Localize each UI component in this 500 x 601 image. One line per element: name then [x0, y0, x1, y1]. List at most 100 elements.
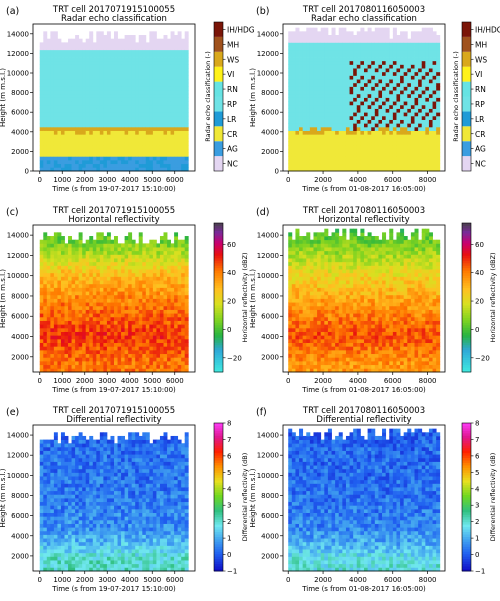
- heatmap-cell: [53, 294, 58, 299]
- heatmap-cell: [124, 250, 129, 255]
- heatmap-cell: [89, 313, 94, 318]
- heatmap-cell: [60, 276, 65, 281]
- heatmap-cell: [39, 265, 44, 270]
- heatmap-cell: [85, 152, 90, 157]
- heatmap-cell: [78, 327, 83, 332]
- heatmap-cell: [364, 71, 369, 76]
- heatmap-cell: [181, 294, 186, 299]
- heatmap-cell: [117, 331, 122, 336]
- heatmap-cell: [410, 112, 415, 117]
- heatmap-cell: [78, 137, 83, 143]
- heatmap-cell: [428, 141, 433, 146]
- heatmap-cell: [364, 46, 369, 51]
- heatmap-cell: [436, 167, 441, 172]
- heatmap-cell: [184, 134, 189, 139]
- heatmap-cell: [174, 49, 179, 54]
- heatmap-cell: [89, 53, 94, 58]
- heatmap-cell: [421, 167, 426, 172]
- heatmap-cell: [400, 35, 405, 40]
- heatmap-cell: [306, 75, 311, 80]
- heatmap-cell: [400, 49, 405, 54]
- heatmap-cell: [149, 313, 154, 318]
- heatmap-cell: [138, 309, 143, 314]
- heatmap-cell: [152, 38, 157, 43]
- heatmap-cell: [317, 79, 322, 84]
- heatmap-cell: [306, 115, 311, 120]
- heatmap-cell: [167, 90, 171, 95]
- heatmap-cell: [184, 309, 189, 314]
- heatmap-cell: [103, 342, 108, 347]
- heatmap-cell: [295, 134, 300, 139]
- heatmap-cell: [288, 294, 293, 299]
- heatmap-cell: [152, 90, 157, 95]
- heatmap-cell: [68, 42, 72, 47]
- heatmap-cell: [327, 38, 332, 43]
- heatmap-cell: [60, 68, 65, 73]
- heatmap-cell: [145, 346, 150, 351]
- heatmap-cell: [184, 294, 189, 299]
- heatmap-cell: [181, 331, 186, 336]
- heatmap-cell: [145, 57, 150, 62]
- heatmap-cell: [96, 60, 101, 65]
- heatmap-cell: [71, 335, 76, 340]
- heatmap-cell: [174, 64, 179, 69]
- heatmap-cell: [331, 35, 336, 40]
- heatmap-cell: [389, 97, 394, 102]
- heatmap-cell: [82, 68, 87, 73]
- heatmap-cell: [46, 357, 51, 362]
- heatmap-cell: [349, 152, 354, 157]
- heatmap-cell: [128, 130, 133, 135]
- heatmap-cell: [299, 93, 304, 98]
- heatmap-cell: [106, 123, 111, 128]
- heatmap-cell: [167, 38, 171, 43]
- heatmap-cell: [428, 108, 433, 113]
- heatmap-cell: [43, 119, 48, 124]
- heatmap-cell: [53, 159, 58, 165]
- heatmap-cell: [124, 148, 129, 154]
- heatmap-cell: [131, 64, 136, 69]
- heatmap-cell: [167, 82, 171, 87]
- heatmap-cell: [96, 35, 101, 40]
- heatmap-cell: [117, 364, 122, 369]
- heatmap-cell: [85, 108, 90, 113]
- heatmap-cell: [163, 239, 168, 244]
- heatmap-cell: [128, 104, 133, 109]
- heatmap-cell: [103, 49, 108, 54]
- heatmap-cell: [159, 42, 164, 47]
- heatmap-cell: [89, 353, 94, 358]
- heatmap-cell: [99, 291, 104, 296]
- heatmap-cell: [43, 324, 48, 329]
- heatmap-cell: [117, 82, 122, 87]
- heatmap-cell: [152, 134, 157, 139]
- heatmap-cell: [75, 298, 80, 303]
- heatmap-cell: [82, 349, 87, 355]
- heatmap-cell: [131, 239, 136, 244]
- heatmap-cell: [46, 79, 51, 84]
- heatmap-cell: [124, 265, 129, 270]
- heatmap-cell: [410, 75, 415, 80]
- heatmap-cell: [57, 243, 62, 248]
- heatmap-cell: [170, 148, 175, 154]
- heatmap-cell: [75, 101, 80, 106]
- heatmap-cell: [291, 82, 296, 87]
- heatmap-cell: [163, 35, 168, 40]
- heatmap-cell: [103, 137, 108, 143]
- heatmap-cell: [124, 101, 129, 106]
- heatmap-cell: [152, 104, 157, 109]
- heatmap-cell: [159, 368, 164, 373]
- heatmap-cell: [78, 283, 83, 288]
- heatmap-cell: [71, 130, 76, 135]
- heatmap-cell: [156, 368, 161, 373]
- heatmap-cell: [389, 42, 394, 47]
- heatmap-cell: [75, 137, 80, 143]
- heatmap-cell: [313, 35, 318, 40]
- heatmap-cell: [43, 247, 48, 252]
- heatmap-cell: [39, 64, 44, 69]
- heatmap-cell: [291, 357, 296, 362]
- heatmap-cell: [288, 141, 293, 146]
- heatmap-cell: [99, 294, 104, 299]
- heatmap-cell: [306, 53, 311, 58]
- heatmap-cell: [181, 148, 186, 154]
- heatmap-cell: [184, 46, 189, 51]
- heatmap-cell: [92, 123, 97, 128]
